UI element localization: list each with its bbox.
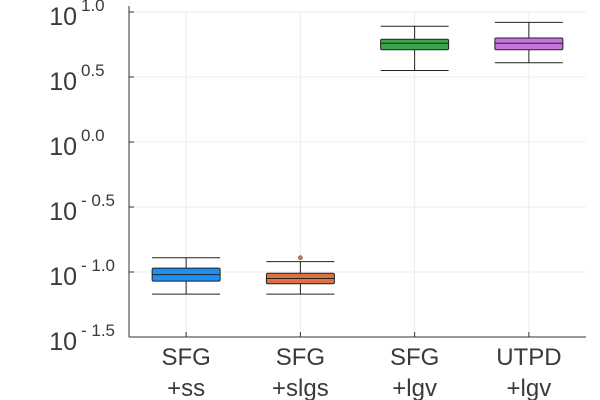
y-tick-label-base: 10 — [49, 263, 77, 291]
box-body — [494, 37, 564, 51]
x-tick-labels: SFG +ss SFG +slgs SFG +lgv UTPD +lgv — [161, 344, 561, 400]
box-series — [151, 257, 221, 295]
x-tick-label-line2: +lgv — [507, 375, 552, 400]
y-tick-label-base: 10 — [49, 3, 77, 31]
x-tick-label-line1: SFG — [276, 344, 325, 371]
box-series — [380, 25, 450, 71]
y-tick-label-base: 10 — [49, 68, 77, 96]
x-tick-label-line1: SFG — [161, 344, 210, 371]
box-layer — [151, 21, 564, 295]
box-series — [494, 21, 564, 64]
x-tick-label-line2: +ss — [167, 375, 205, 400]
axes-layer — [128, 6, 586, 338]
x-tick-label-line2: +slgs — [272, 375, 329, 400]
y-tick-label-exponent: 1.0 — [81, 0, 105, 15]
outlier-point — [298, 255, 303, 261]
y-tick-label-exponent: 0.5 — [81, 61, 105, 80]
x-tick-label-line2: +lgv — [392, 375, 437, 400]
y-tick-label-exponent: - 1.0 — [81, 256, 115, 275]
y-tick-label-exponent: 0.0 — [81, 126, 105, 145]
y-tick-label-exponent: - 0.5 — [81, 191, 115, 210]
box-series — [265, 255, 335, 295]
y-tick-label-base: 10 — [49, 328, 77, 356]
y-tick-labels: 10 1.010 0.510 0.010- 0.510- 1.010- 1.5 — [49, 0, 115, 356]
box-body — [380, 38, 450, 51]
x-tick-label-line1: UTPD — [496, 344, 561, 371]
y-tick-label-base: 10 — [49, 198, 77, 226]
x-tick-label-line1: SFG — [390, 344, 439, 371]
grid-layer — [129, 11, 586, 338]
y-tick-label-base: 10 — [49, 133, 77, 161]
y-tick-label-exponent: - 1.5 — [81, 321, 115, 340]
